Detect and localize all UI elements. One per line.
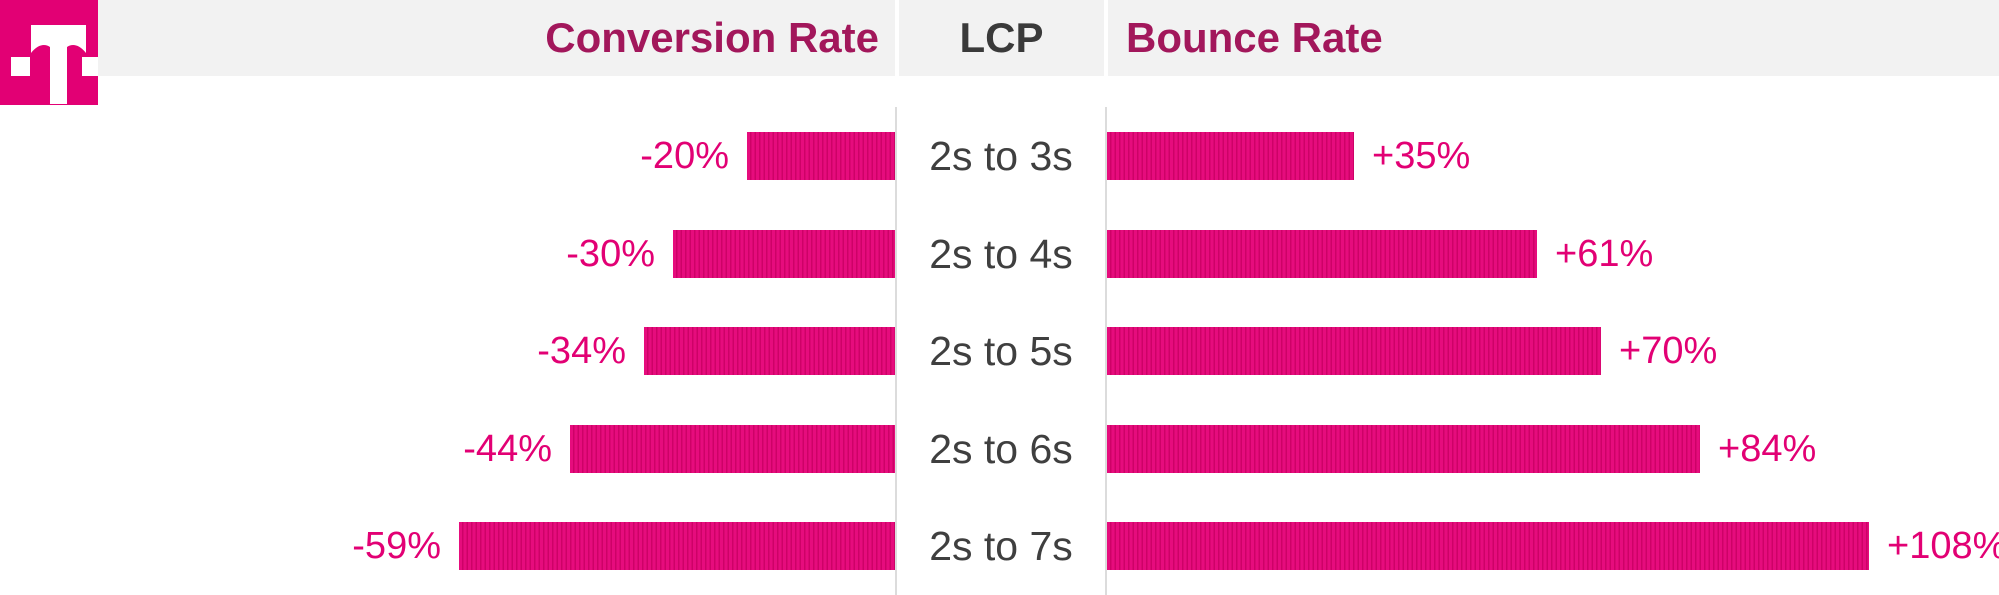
chart-row: -59% 2s to 7s +108% bbox=[0, 497, 1999, 595]
conversion-rate-value-label: -34% bbox=[537, 330, 626, 373]
conversion-rate-value-label: -30% bbox=[566, 232, 655, 275]
conversion-axis-line bbox=[895, 107, 897, 595]
header-segment-lcp: LCP bbox=[899, 0, 1104, 76]
conversion-rate-bar bbox=[644, 327, 895, 376]
header-segment-bounce-rate: Bounce Rate bbox=[1108, 0, 1999, 76]
bounce-rate-value-label: +70% bbox=[1619, 330, 1718, 373]
conversion-rate-bar bbox=[459, 522, 895, 571]
chart-row: -30% 2s to 4s +61% bbox=[0, 205, 1999, 303]
conversion-rate-value-label: -59% bbox=[352, 525, 441, 568]
header-segment-conversion-rate: Conversion Rate bbox=[98, 0, 895, 76]
lcp-category-label: 2s to 4s bbox=[929, 230, 1073, 277]
chart-row: -34% 2s to 5s +70% bbox=[0, 302, 1999, 400]
bounce-rate-bar bbox=[1107, 327, 1601, 376]
bounce-rate-value-label: +61% bbox=[1555, 232, 1654, 275]
bounce-rate-bar bbox=[1107, 522, 1869, 571]
conversion-rate-value-label: -44% bbox=[463, 427, 552, 470]
t-mobile-logo bbox=[0, 0, 98, 105]
lcp-category-label: 2s to 3s bbox=[929, 133, 1073, 179]
bounce-rate-bar bbox=[1107, 229, 1537, 278]
bounce-rate-value-label: +84% bbox=[1718, 427, 1817, 470]
conversion-rate-value-label: -20% bbox=[640, 135, 729, 177]
chart-row: -44% 2s to 6s +84% bbox=[0, 400, 1999, 498]
bounce-rate-value-label: +108% bbox=[1887, 525, 1999, 568]
lcp-category-label: 2s to 6s bbox=[929, 425, 1073, 472]
conversion-rate-bar bbox=[747, 132, 895, 180]
lcp-category-label: 2s to 7s bbox=[929, 523, 1073, 570]
chart-row: -20% 2s to 3s +35% bbox=[0, 107, 1999, 205]
bounce-rate-value-label: +35% bbox=[1372, 135, 1471, 177]
bounce-rate-header-label: Bounce Rate bbox=[1126, 14, 1383, 61]
conversion-rate-bar bbox=[673, 229, 895, 278]
bounce-rate-bar bbox=[1107, 132, 1354, 180]
conversion-rate-bar bbox=[570, 424, 895, 473]
lcp-category-label: 2s to 5s bbox=[929, 328, 1073, 375]
telekom-t-icon bbox=[11, 25, 98, 104]
bounce-axis-line bbox=[1105, 107, 1107, 595]
conversion-rate-header-label: Conversion Rate bbox=[545, 14, 879, 61]
bounce-rate-bar bbox=[1107, 424, 1700, 473]
lcp-header-label: LCP bbox=[959, 14, 1044, 61]
